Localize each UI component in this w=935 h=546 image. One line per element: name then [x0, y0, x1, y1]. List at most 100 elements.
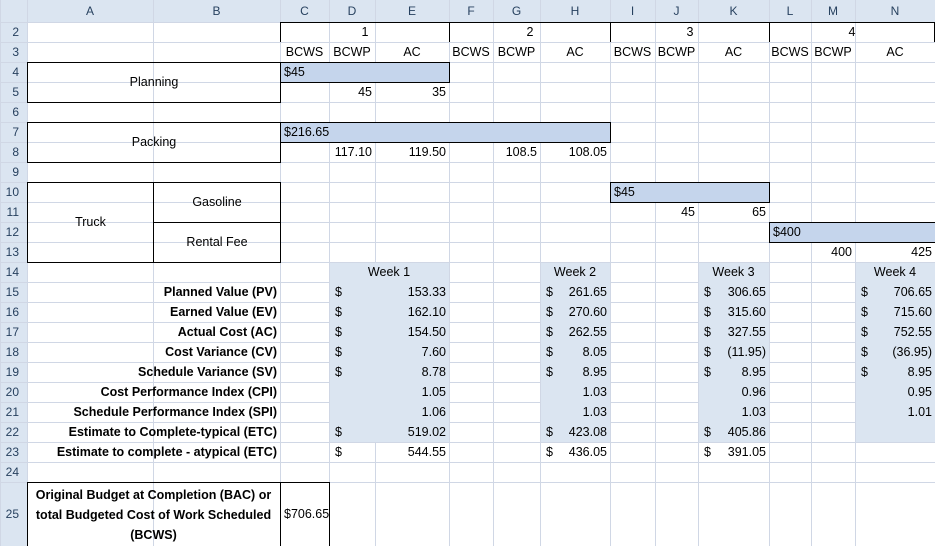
bar-rental[interactable]: $400: [769, 222, 935, 243]
column-header[interactable]: D: [329, 0, 375, 22]
column-header[interactable]: H: [540, 0, 610, 22]
row-header[interactable]: 6: [0, 102, 27, 122]
week-label: Week 3: [712, 264, 755, 279]
row-header[interactable]: 11: [0, 202, 27, 222]
row-header[interactable]: 22: [0, 422, 27, 442]
row-header[interactable]: 2: [0, 22, 27, 42]
column-header[interactable]: M: [811, 0, 855, 22]
subheader-ac: AC: [566, 44, 584, 59]
dollar-sign: $: [861, 364, 868, 379]
column-header[interactable]: K: [698, 0, 769, 22]
gridline-horizontal: [0, 402, 935, 403]
row-header[interactable]: 4: [0, 62, 27, 82]
task-label-packing: Packing: [27, 122, 281, 163]
value-gasoline-bcwp: 45: [681, 204, 695, 219]
week-number: 1: [280, 22, 449, 42]
bar-gasoline[interactable]: $45: [610, 182, 770, 203]
row-header[interactable]: 3: [0, 42, 27, 62]
dollar-sign: $: [861, 284, 868, 299]
value-packing-ac2: 108.05: [568, 144, 607, 159]
gridline-vertical: [769, 0, 770, 546]
row-header[interactable]: 16: [0, 302, 27, 322]
row-header[interactable]: 10: [0, 182, 27, 202]
gridline-horizontal: [0, 82, 935, 83]
row-header[interactable]: 21: [0, 402, 27, 422]
gridline-vertical: [153, 0, 154, 546]
dollar-sign: $: [335, 344, 342, 359]
row-header[interactable]: 18: [0, 342, 27, 362]
column-header[interactable]: F: [449, 0, 493, 22]
dollar-sign: $: [546, 424, 553, 439]
bar-packing[interactable]: $216.65: [280, 122, 611, 143]
dollar-sign: $: [704, 284, 711, 299]
metric-label: Schedule Variance (SV): [138, 364, 277, 379]
gridline-horizontal: [0, 482, 935, 483]
gridline-horizontal: [0, 162, 935, 163]
metric-value: 1.06: [421, 404, 446, 419]
row-header[interactable]: 13: [0, 242, 27, 262]
column-header[interactable]: I: [610, 0, 655, 22]
column-header[interactable]: N: [855, 0, 935, 22]
metric-value: 544.55: [407, 444, 446, 459]
dollar-sign: $: [704, 304, 711, 319]
column-header[interactable]: J: [655, 0, 698, 22]
subheader-ac: AC: [724, 44, 743, 59]
row-header[interactable]: 7: [0, 122, 27, 142]
dollar-sign: $: [335, 324, 342, 339]
metric-value: 154.50: [407, 324, 446, 339]
bac-label-line: (BCWS): [130, 527, 177, 542]
row-header[interactable]: 23: [0, 442, 27, 462]
column-header[interactable]: G: [493, 0, 540, 22]
gridline-horizontal: [0, 222, 935, 223]
row-header[interactable]: 25: [0, 482, 27, 546]
dollar-sign: $: [546, 344, 553, 359]
row-header[interactable]: 24: [0, 462, 27, 482]
metric-value: 1.03: [582, 404, 607, 419]
metric-value: 1.01: [907, 404, 932, 419]
column-header[interactable]: E: [375, 0, 449, 22]
dollar-sign: $: [335, 424, 342, 439]
gridline-horizontal: [0, 182, 935, 183]
metric-label: Schedule Performance Index (SPI): [73, 404, 277, 419]
task-label-truck: Truck: [27, 182, 154, 263]
week-column-fill: [541, 263, 610, 442]
row-header[interactable]: 12: [0, 222, 27, 242]
row-header[interactable]: 9: [0, 162, 27, 182]
row-header[interactable]: 14: [0, 262, 27, 282]
metric-value: 270.60: [568, 304, 607, 319]
gridline-horizontal: [0, 102, 935, 103]
gridline-vertical: [449, 0, 450, 546]
week-label: Week 4: [873, 264, 917, 279]
row-header[interactable]: 5: [0, 82, 27, 102]
row-header[interactable]: 15: [0, 282, 27, 302]
row-header[interactable]: 8: [0, 142, 27, 162]
dollar-sign: $: [335, 364, 342, 379]
column-header[interactable]: L: [769, 0, 811, 22]
column-header[interactable]: A: [27, 0, 153, 22]
metric-label: Estimate to complete - atypical (ETC): [56, 444, 277, 459]
subheader-bcwp: BCWP: [814, 44, 852, 59]
bar-planning[interactable]: $45: [280, 62, 450, 83]
metric-label: Cost Variance (CV): [165, 344, 277, 359]
week-label: Week 1: [367, 264, 411, 279]
metric-value: 1.03: [741, 404, 766, 419]
metric-value: 391.05: [727, 444, 766, 459]
task-label-gasoline: Gasoline: [153, 182, 281, 223]
metric-value: 405.86: [727, 424, 766, 439]
gridline-vertical: [493, 0, 494, 546]
row-header[interactable]: 19: [0, 362, 27, 382]
dollar-sign: $: [861, 324, 868, 339]
metric-value: 1.03: [582, 384, 607, 399]
column-header[interactable]: B: [153, 0, 280, 22]
metric-value: 306.65: [727, 284, 766, 299]
dollar-sign: $: [704, 364, 711, 379]
row-header[interactable]: 20: [0, 382, 27, 402]
row-header[interactable]: 17: [0, 322, 27, 342]
select-all-corner[interactable]: [0, 0, 27, 22]
gridline-vertical: [0, 0, 1, 546]
column-header[interactable]: C: [280, 0, 329, 22]
metric-value: 262.55: [568, 324, 607, 339]
dollar-sign: $: [335, 444, 342, 459]
week-column-fill: [699, 263, 769, 442]
